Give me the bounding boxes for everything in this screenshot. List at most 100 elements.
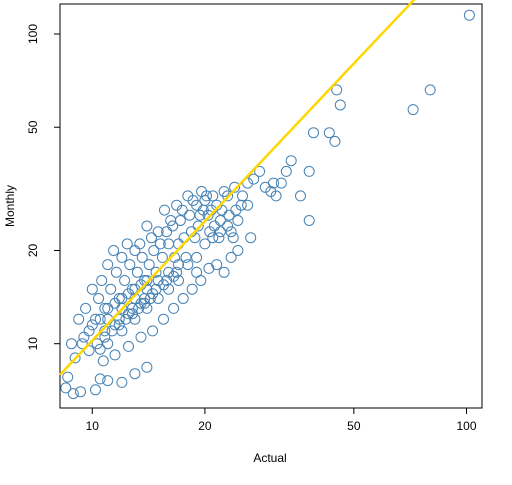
data-point	[323, 127, 335, 139]
data-point	[144, 293, 156, 304]
data-point	[237, 190, 248, 202]
data-point	[207, 232, 219, 244]
data-point	[135, 331, 147, 343]
data-point	[229, 181, 241, 193]
data-point	[109, 349, 121, 361]
data-point	[177, 293, 189, 304]
data-point	[218, 186, 230, 197]
data-point	[275, 177, 287, 189]
data-point	[110, 266, 122, 278]
data-point	[86, 319, 98, 331]
data-point	[113, 313, 125, 325]
data-point	[218, 266, 230, 278]
data-point	[102, 302, 114, 314]
data-point	[99, 331, 111, 343]
x-tick-label: 20	[198, 419, 212, 433]
data-point	[148, 245, 160, 256]
data-point	[214, 226, 226, 238]
data-point	[203, 262, 215, 274]
y-tick-label: 50	[26, 120, 40, 134]
data-point	[182, 190, 194, 202]
data-point	[259, 181, 271, 193]
fit-line	[59, 0, 416, 376]
data-point	[184, 209, 196, 221]
y-tick-label: 20	[26, 243, 40, 257]
data-point	[223, 209, 235, 221]
data-point	[73, 313, 85, 325]
data-point	[134, 238, 146, 250]
data-point	[75, 386, 86, 398]
data-point	[204, 226, 216, 238]
data-point	[168, 302, 180, 314]
data-point	[86, 283, 98, 295]
data-point	[67, 388, 79, 400]
data-point	[94, 313, 106, 325]
data-point	[232, 215, 244, 226]
data-point	[254, 165, 266, 177]
data-point	[83, 325, 95, 337]
data-point	[102, 375, 114, 387]
data-point	[150, 283, 162, 295]
data-point	[91, 338, 103, 350]
data-point	[139, 293, 151, 304]
data-point	[167, 220, 179, 232]
x-axis-label: Actual	[253, 451, 286, 465]
data-point	[265, 186, 277, 197]
y-tick-label: 100	[26, 24, 40, 44]
data-point	[225, 251, 237, 263]
data-point	[186, 283, 198, 295]
data-point	[102, 338, 114, 350]
data-point	[214, 215, 226, 226]
data-point	[102, 259, 114, 271]
data-point	[192, 220, 204, 232]
data-point	[96, 275, 108, 286]
x-axis: 10 20 50 100	[86, 408, 477, 433]
x-tick-label: 50	[347, 419, 361, 433]
data-point	[60, 382, 72, 394]
data-point	[124, 259, 136, 271]
data-point	[154, 238, 166, 250]
data-point	[213, 232, 225, 244]
data-point	[173, 259, 184, 271]
plot-frame	[59, 3, 483, 409]
data-point	[147, 325, 159, 337]
data-point	[116, 251, 128, 263]
data-point	[303, 215, 315, 226]
data-point	[182, 259, 194, 271]
data-point	[329, 135, 341, 147]
data-point	[126, 302, 138, 314]
data-point	[106, 325, 118, 337]
data-point	[76, 338, 88, 350]
points-layer	[60, 9, 475, 400]
data-point	[146, 232, 157, 244]
data-point	[141, 275, 153, 286]
data-point	[248, 173, 260, 185]
data-point	[285, 155, 297, 167]
data-point	[90, 384, 101, 396]
data-point	[150, 266, 162, 278]
data-point	[407, 104, 419, 116]
data-point	[129, 313, 141, 325]
y-tick-label: 10	[26, 337, 40, 351]
data-point	[211, 259, 223, 271]
data-point	[105, 283, 117, 295]
data-point	[66, 338, 77, 350]
data-point	[227, 232, 239, 244]
data-point	[129, 368, 141, 380]
data-point	[108, 245, 120, 256]
data-point	[199, 238, 211, 250]
data-point	[331, 84, 343, 96]
data-point	[69, 352, 81, 364]
data-point	[116, 325, 128, 337]
data-point	[158, 313, 169, 325]
data-point	[116, 376, 128, 388]
data-point	[245, 232, 257, 244]
data-point	[78, 331, 90, 343]
data-point	[93, 293, 105, 304]
data-point	[191, 266, 203, 278]
data-point	[156, 251, 168, 263]
data-point	[180, 251, 192, 263]
x-tick-label: 100	[456, 419, 476, 433]
data-point	[113, 319, 125, 331]
